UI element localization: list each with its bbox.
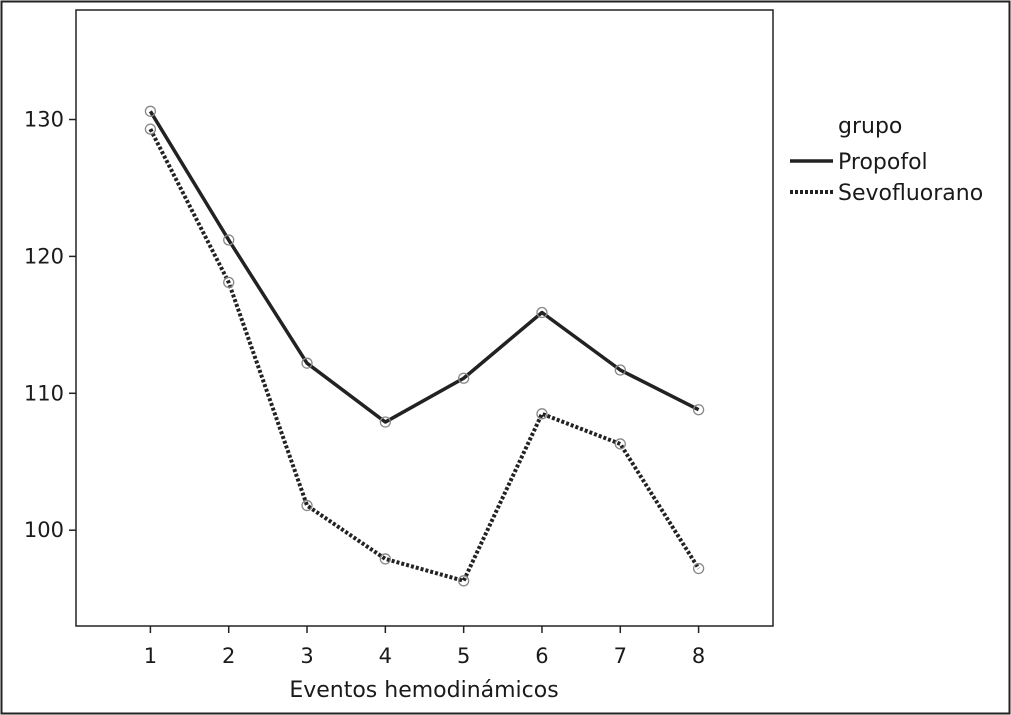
data-point xyxy=(458,372,470,384)
data-point xyxy=(614,364,626,376)
x-tick-label: 5 xyxy=(457,644,470,668)
y-axis: 100 110 120 130 xyxy=(24,108,76,542)
x-axis-title: Eventos hemodinámicos xyxy=(289,678,558,703)
data-point xyxy=(379,553,391,565)
data-point xyxy=(223,234,235,246)
series-line-sevofluorano xyxy=(148,128,701,583)
data-point xyxy=(536,306,548,319)
x-tick-label: 7 xyxy=(614,644,627,668)
x-tick-label: 1 xyxy=(144,644,157,668)
data-point xyxy=(301,499,313,512)
plot-area xyxy=(75,9,774,627)
data-point xyxy=(614,438,626,450)
y-tick-label: 110 xyxy=(24,381,64,405)
series-layer xyxy=(144,105,705,587)
legend-label-propofol: Propofol xyxy=(838,150,928,175)
series-line-propofol xyxy=(148,110,700,424)
data-point xyxy=(536,408,548,420)
data-point xyxy=(692,404,705,416)
data-point xyxy=(692,562,705,575)
y-tick-label: 120 xyxy=(24,244,64,268)
y-tick-label: 100 xyxy=(24,518,64,542)
x-tick-label: 3 xyxy=(300,644,313,668)
legend: grupo Propofol Sevofluorano xyxy=(790,114,983,206)
data-point xyxy=(458,575,470,587)
x-tick-label: 8 xyxy=(692,644,705,668)
x-tick-label: 4 xyxy=(379,644,392,668)
data-point xyxy=(144,105,157,117)
data-point xyxy=(223,276,235,289)
data-point xyxy=(301,357,313,369)
data-point xyxy=(379,416,391,428)
legend-title: grupo xyxy=(838,114,902,139)
x-tick-label: 6 xyxy=(535,644,548,668)
y-tick-label: 130 xyxy=(24,108,64,132)
data-point xyxy=(144,123,157,135)
legend-label-sevofluorano: Sevofluorano xyxy=(838,181,983,206)
x-tick-label: 2 xyxy=(222,644,235,668)
x-axis: 1 2 3 4 5 6 7 8 xyxy=(144,626,705,668)
